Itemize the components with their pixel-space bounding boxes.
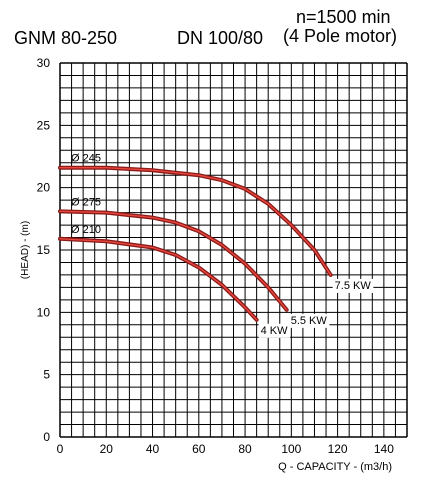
power-label-background (332, 278, 374, 293)
y-tick-label: 10 (37, 305, 51, 319)
curve-highlight (59, 167, 332, 276)
motor-title: (4 Pole motor) (283, 26, 398, 46)
x-tick-label: 20 (100, 442, 114, 456)
curve-power-label: 4 KW (261, 325, 289, 337)
x-tick-label: 40 (146, 442, 160, 456)
curve-diameter-label: Ø 210 (71, 224, 101, 236)
power-label-background (288, 313, 330, 328)
curve-diameter-label: Ø 245 (71, 153, 101, 165)
y-tick-label: 25 (37, 118, 51, 132)
curve-labels: Ø 245 7.5 KW Ø 275 5.5 KW Ø 210 4 KW (71, 153, 374, 338)
y-tick-label: 30 (37, 56, 51, 70)
curve-highlight (59, 210, 288, 311)
y-tick-label: 0 (43, 430, 50, 444)
y-tick-label: 5 (43, 368, 50, 382)
grid (59, 62, 408, 438)
x-tick-label: 120 (328, 442, 348, 456)
x-tick-label: 100 (281, 442, 301, 456)
x-tick-label: 0 (57, 442, 64, 456)
x-tick-label: 80 (238, 442, 252, 456)
tick-labels: 0 20 40 60 80 100 120 140 0 5 10 15 20 25 30 (37, 56, 395, 456)
y-axis-label: (HEAD) - (m) (20, 221, 31, 279)
x-axis-label: Q - CAPACITY - (m3/h) (278, 461, 392, 473)
curve-line (58, 165, 333, 277)
y-tick-label: 20 (37, 181, 51, 195)
speed-title: n=1500 min (296, 7, 391, 27)
dn-title: DN 100/80 (177, 28, 264, 48)
curves (58, 165, 333, 322)
power-label-background (258, 323, 291, 338)
y-tick-label: 15 (37, 243, 51, 257)
curve-diameter-label: Ø 275 (71, 196, 101, 208)
model-title: GNM 80-250 (14, 28, 118, 48)
x-tick-label: 60 (192, 442, 206, 456)
x-tick-label: 140 (374, 442, 394, 456)
curve-power-label: 5.5 KW (291, 315, 328, 327)
curve-highlight (59, 238, 258, 321)
curve-power-label: 7.5 KW (335, 280, 372, 292)
